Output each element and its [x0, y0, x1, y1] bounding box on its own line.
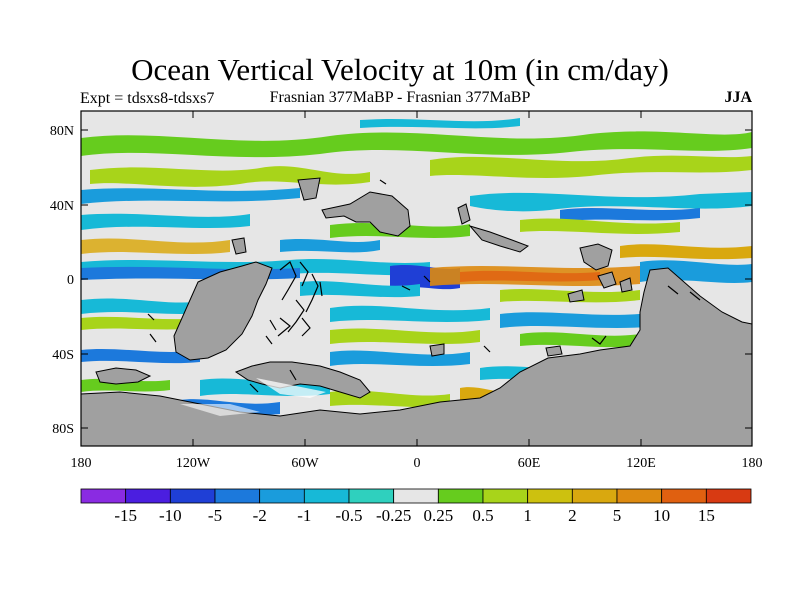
colorbar-label: 0.5	[472, 506, 494, 525]
lat-tick-label: 80S	[52, 422, 74, 437]
colorbar-swatch	[80, 488, 127, 504]
lon-tick-label: 60E	[518, 456, 541, 471]
colorbar-swatch	[348, 488, 395, 504]
colorbar-swatch	[259, 488, 305, 504]
experiment-label: Expt = tdsxs8-tdsxs7	[80, 90, 215, 107]
colorbar-label: -0.5	[335, 506, 363, 525]
colorbar-label: 10	[653, 506, 671, 525]
map-title: Ocean Vertical Velocity at 10m (in cm/da…	[131, 52, 669, 87]
lat-tick-label: 40N	[50, 199, 74, 214]
landmass-north-island	[297, 177, 321, 201]
colorbar-label: -0.25	[375, 506, 412, 525]
lon-tick-label: 120E	[626, 456, 656, 471]
colorbar-label: -10	[158, 506, 182, 525]
lat-tick-label: 40S	[52, 348, 74, 363]
colorbar	[80, 488, 752, 504]
lat-tick-label: 80N	[50, 124, 74, 139]
lat-axis: 80N 40N 0 40S 80S	[50, 124, 752, 437]
season-label: JJA	[724, 89, 752, 106]
landmass-southwest-continent	[173, 261, 273, 361]
inlet-ocean	[180, 378, 326, 416]
lon-tick-label: 120W	[176, 456, 211, 471]
colorbar-swatch	[527, 488, 573, 504]
lon-tick-label: 0	[414, 456, 421, 471]
colorbar-swatch	[437, 488, 484, 504]
colorbar-swatch	[125, 488, 171, 504]
colorbar-swatch	[616, 488, 663, 504]
lat-tick-label: 0	[67, 273, 74, 288]
colorbar-label: 2	[568, 506, 577, 525]
colorbar-swatch	[661, 488, 707, 504]
colorbar-label: 1	[523, 506, 532, 525]
lon-axis: 180 120W 60W 0 60E 120E 180	[71, 111, 763, 471]
colorbar-label: -15	[114, 506, 137, 525]
velocity-field	[81, 111, 752, 446]
colorbar-swatch	[169, 488, 216, 504]
colorbar-swatch	[482, 488, 529, 504]
colorbar-label: -1	[297, 506, 312, 525]
colorbar-swatch	[303, 488, 350, 504]
landmass-south-polar	[81, 267, 752, 446]
colorbar-label: 0.25	[423, 506, 454, 525]
land-masses	[81, 177, 752, 446]
period-label: Frasnian 377MaBP - Frasnian 377MaBP	[269, 89, 531, 106]
lon-tick-label: 180	[71, 456, 92, 471]
field-band-equator	[81, 259, 752, 303]
colorbar-label: -2	[252, 506, 267, 525]
landmass-north-continent	[321, 191, 411, 237]
colorbar-label: -5	[207, 506, 223, 525]
lon-tick-label: 60W	[291, 456, 319, 471]
colorbar-swatch	[214, 488, 261, 504]
coastlines	[147, 179, 701, 393]
colorbar-swatch	[571, 488, 618, 504]
colorbar-label: 15	[697, 506, 715, 525]
landmass-northeast-island	[468, 225, 530, 253]
colorbar-swatch	[393, 488, 439, 504]
lon-tick-label: 180	[742, 456, 763, 471]
colorbar-label: 5	[612, 506, 622, 525]
colorbar-swatch	[705, 488, 752, 504]
